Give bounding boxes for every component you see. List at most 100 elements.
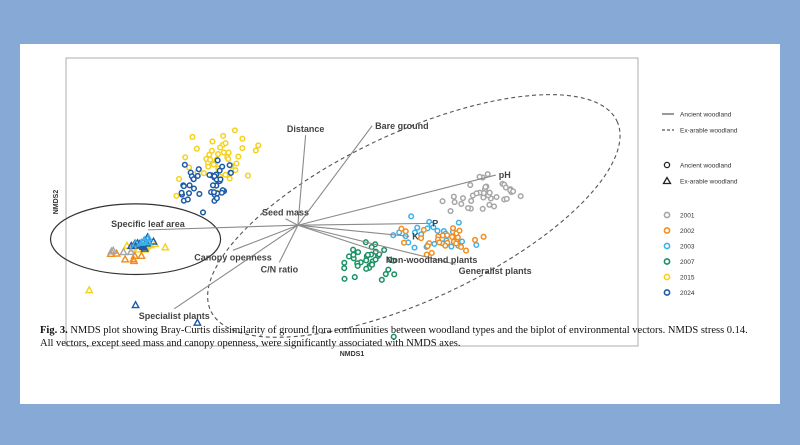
point-2024-circle	[214, 157, 221, 164]
point-2002-circle	[418, 235, 425, 242]
caption-label: Fig. 3.	[40, 325, 68, 336]
point-2024-circle	[196, 190, 203, 197]
vector-non-woodland-plants	[297, 224, 384, 254]
figure-caption: Fig. 3. NMDS plot showing Bray-Curtis di…	[40, 324, 760, 350]
point-2001-circle	[491, 203, 498, 210]
point-2001-circle	[467, 181, 474, 189]
point-2007-circle	[341, 275, 348, 282]
vector-specific-leaf-area	[147, 224, 298, 231]
point-2024-circle	[190, 185, 197, 192]
vector-bare-ground	[297, 125, 373, 226]
point-2003-circle	[448, 243, 455, 250]
point-2001-circle	[517, 193, 524, 200]
point-2015-circle	[205, 163, 212, 170]
point-2002-circle	[456, 227, 463, 234]
point-2001-circle	[510, 188, 517, 195]
point-2001-circle	[458, 200, 465, 207]
point-2015-circle	[244, 172, 251, 179]
legend-year-swatch	[663, 211, 671, 219]
point-2002-circle	[398, 225, 405, 232]
legend-year-swatch	[663, 227, 671, 234]
point-2015-triangle	[122, 240, 132, 249]
legend-circle-icon	[663, 161, 671, 169]
point-2015-circle	[255, 142, 262, 149]
point-2015-circle	[222, 140, 229, 147]
point-2003-circle	[473, 241, 480, 249]
point-2015-circle	[220, 132, 227, 139]
point-2024-triangle	[149, 236, 158, 245]
point-2001-circle	[459, 195, 467, 202]
point-2002-circle	[480, 233, 487, 240]
vector-label: Seed mass	[262, 208, 309, 218]
point-2001-triangle	[126, 247, 136, 256]
point-2024-circle	[199, 209, 207, 216]
vector-specialist-plants	[173, 224, 299, 310]
point-2007-circle	[363, 265, 370, 272]
point-2007-circle	[364, 251, 371, 258]
point-2001-circle	[493, 193, 500, 201]
point-2001-circle	[502, 184, 509, 191]
figure-sheet: Bare ground Distance pH Seed mass Specific l…	[20, 44, 780, 404]
point-2024-circle	[184, 196, 191, 203]
vector-label: Canopy openness	[194, 252, 272, 262]
point-2015-circle	[217, 144, 224, 151]
point-2007-circle	[341, 259, 348, 266]
point-2015-circle	[226, 175, 233, 182]
legend-triangle-icon	[662, 176, 672, 185]
point-2015-circle	[239, 135, 246, 142]
x-axis-label: NMDS1	[340, 351, 365, 358]
legend-year-label: 2003	[680, 244, 695, 251]
point-2002-triangle	[120, 254, 130, 263]
vector-label: P	[432, 218, 438, 228]
point-2015-circle	[186, 164, 193, 171]
y-axis-label: NMDS2	[53, 190, 60, 215]
point-2007-circle	[363, 257, 370, 264]
point-2001-circle	[439, 198, 446, 205]
nmds-plot: Bare ground Distance pH Seed mass Specific l…	[49, 57, 738, 358]
point-2007-circle	[390, 333, 397, 340]
point-2002-circle	[400, 239, 408, 246]
point-2024-circle	[226, 162, 233, 169]
scatter-points	[84, 127, 524, 340]
group-ellipses	[49, 94, 621, 338]
point-2003-circle	[414, 224, 421, 231]
point-2002-circle	[428, 249, 435, 257]
point-2015-circle	[239, 145, 246, 152]
point-2024-circle	[211, 173, 218, 180]
point-2007-circle	[372, 256, 379, 263]
point-2024-circle	[178, 189, 185, 196]
point-2001-circle	[486, 201, 493, 208]
point-2003-circle	[458, 238, 466, 245]
vector-k	[297, 224, 410, 237]
point-2002-circle	[449, 225, 457, 232]
point-2002-circle	[453, 240, 460, 247]
point-2007-circle	[345, 253, 353, 260]
point-2001-triangle	[108, 245, 118, 254]
legend-year-swatch	[663, 258, 671, 265]
point-2001-circle	[464, 204, 472, 212]
point-2015-circle	[207, 156, 214, 163]
legend-year-label: 2002	[680, 228, 695, 235]
legend-year-swatch	[663, 273, 671, 281]
point-2015-circle	[235, 153, 242, 160]
point-2024-circle	[209, 182, 217, 189]
point-2024-circle	[190, 176, 197, 183]
vector-p	[297, 222, 430, 226]
point-2024-circle	[185, 190, 193, 197]
vector-label: Distance	[287, 124, 325, 134]
point-2015-circle	[206, 151, 213, 158]
point-2024-triangle	[193, 317, 202, 326]
point-2001-circle	[450, 193, 457, 200]
point-2024-circle	[216, 167, 223, 174]
point-2007-circle	[351, 274, 358, 281]
point-2015-circle	[222, 171, 229, 178]
point-2003-triangle	[144, 237, 153, 246]
point-2002-circle	[436, 239, 443, 246]
vector-label: K	[412, 231, 419, 241]
point-2001-circle	[451, 199, 458, 206]
point-2015-circle	[252, 147, 259, 154]
point-2015-circle	[232, 167, 239, 174]
point-2015-circle	[182, 154, 189, 161]
legend-year-label: 2001	[680, 213, 695, 220]
point-2001-circle	[479, 205, 486, 212]
